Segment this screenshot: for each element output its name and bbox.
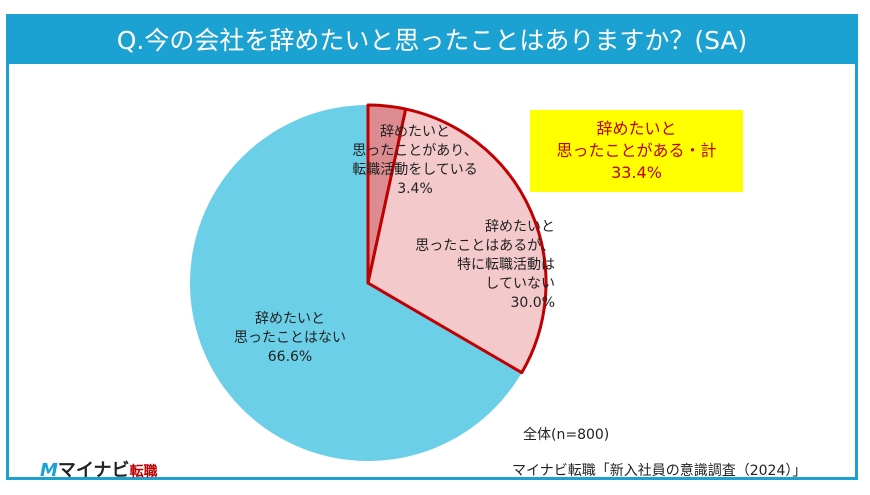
logo-sub: 転職 <box>129 464 158 480</box>
slice-value-3: 66.6% <box>267 349 313 365</box>
callout-line2: 思ったことがある・計 <box>556 141 717 160</box>
slice-value-1: 3.4% <box>397 181 433 197</box>
callout-value: 33.4% <box>611 163 662 182</box>
pie-slice-2 <box>366 107 548 375</box>
source-note: マイナビ転職「新入社員の意識調査（2024）」 <box>512 463 807 479</box>
slice-label-3: 辞めたいと 思ったことはない 66.6% <box>215 310 365 367</box>
pie-slice-3 <box>190 105 522 462</box>
callout-line1: 辞めたいと <box>596 119 677 138</box>
slice-label-2-text: 辞めたいと 思ったことはあるが、 特に転職活動は していない <box>415 219 555 292</box>
chart-title: Q.今の会社を辞めたいと思ったことはありますか？(SA) <box>9 17 855 64</box>
logo: Mマイナビ転職 <box>40 456 158 482</box>
slice-value-2: 30.0% <box>510 295 555 311</box>
slice-label-3-text: 辞めたいと 思ったことはない <box>234 311 346 346</box>
sample-size: 全体(n=800) <box>523 427 610 443</box>
slice-label-1: 辞めたいと 思ったことがあり、 転職活動をしている 3.4% <box>330 123 500 199</box>
slice-label-2: 辞めたいと 思ったことはあるが、 特に転職活動は していない 30.0% <box>395 218 555 313</box>
total-callout: 辞めたいと 思ったことがある・計 33.4% <box>530 110 743 192</box>
logo-mark: M <box>40 460 58 481</box>
logo-name: マイナビ <box>57 460 130 481</box>
slice-label-1-text: 辞めたいと 思ったことがあり、 転職活動をしている <box>352 124 478 178</box>
